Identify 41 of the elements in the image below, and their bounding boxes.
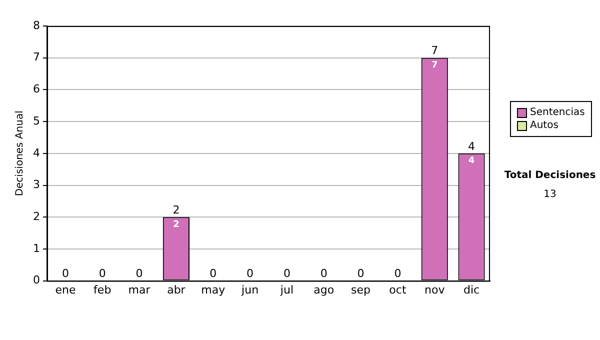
total-label: 0 xyxy=(246,267,254,280)
total-label: 0 xyxy=(320,267,328,280)
total-label: 4 xyxy=(468,140,476,153)
x-tick-label: ene xyxy=(55,283,76,296)
y-tick-label: 1 xyxy=(33,242,40,255)
text: 13 xyxy=(542,189,558,200)
y-tick-label: 7 xyxy=(33,50,40,64)
data-label: 4 xyxy=(468,156,475,166)
total-label: 0 xyxy=(210,267,217,280)
y-tick-label: 4 xyxy=(33,146,40,160)
legend-label: Autos xyxy=(530,119,558,132)
total-label: 2 xyxy=(172,203,180,216)
text: Total Decisiones xyxy=(503,170,597,181)
total-label: 0 xyxy=(394,267,402,280)
data-label: 2 xyxy=(173,220,180,230)
legend-label: Sentencias xyxy=(530,106,585,119)
total-label: 0 xyxy=(357,267,364,280)
x-tick-label: oct xyxy=(389,283,407,296)
x-tick-label: feb xyxy=(94,283,112,296)
total-label: 7 xyxy=(431,44,438,58)
y-tick-label: 5 xyxy=(33,114,40,128)
x-tick-label: ago xyxy=(314,283,334,296)
x-tick-label: mar xyxy=(128,283,151,296)
x-tick-label: may xyxy=(201,283,226,296)
total-label: 0 xyxy=(283,267,290,280)
y-axis-title: Decisiones Anual xyxy=(14,110,26,196)
x-tick-label: jun xyxy=(240,283,259,296)
y-tick-label: 2 xyxy=(33,210,40,223)
y-tick-label: 0 xyxy=(33,274,40,287)
x-tick-label: sep xyxy=(351,283,371,296)
total-label: 0 xyxy=(98,267,106,280)
total-label: 0 xyxy=(62,267,69,280)
x-tick-label: jul xyxy=(279,283,294,296)
y-tick-label: 8 xyxy=(33,18,40,32)
data-label: 7 xyxy=(431,60,438,71)
x-tick-label: abr xyxy=(167,283,186,296)
total-label: 0 xyxy=(136,267,143,280)
x-tick-label: nov xyxy=(424,283,446,296)
y-tick-label: 6 xyxy=(33,82,40,96)
x-tick-label: dic xyxy=(463,283,480,296)
y-tick-label: 3 xyxy=(33,178,40,192)
